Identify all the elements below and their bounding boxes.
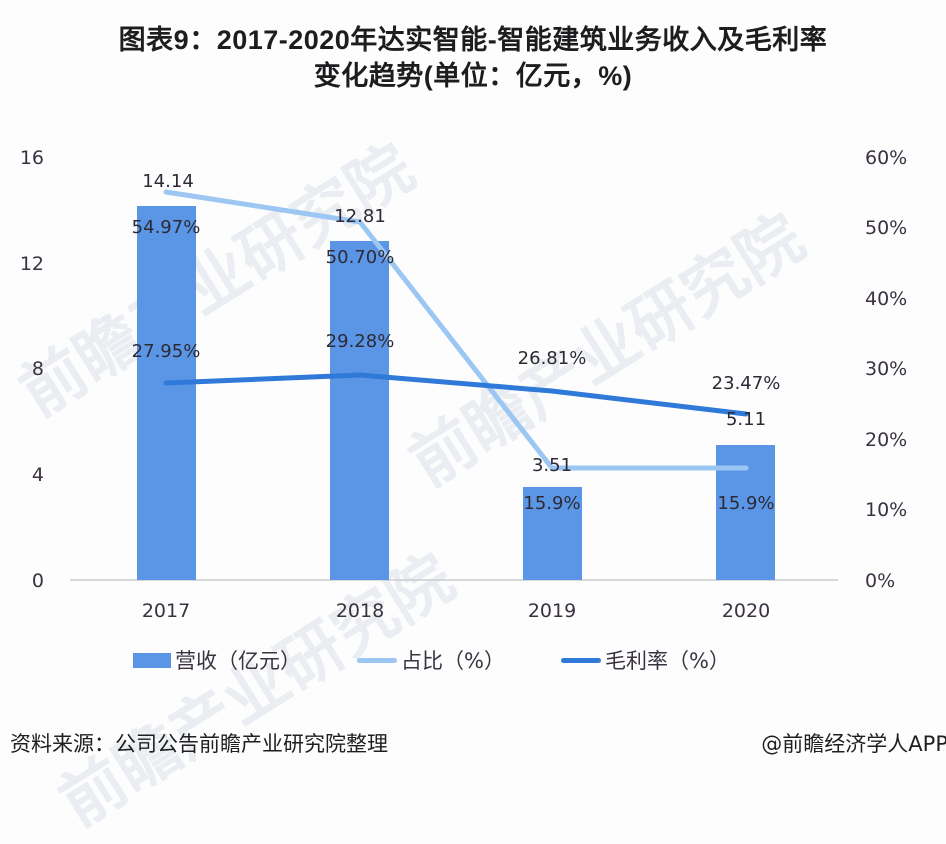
left-axis-tick: 12	[20, 253, 44, 275]
chart-plot: 16 12 8 4 0 60% 50% 40% 30% 20% 10% 0% 1…	[20, 147, 907, 622]
legend-light-line-swatch	[357, 657, 397, 663]
revenue-label: 5.11	[726, 409, 766, 430]
revenue-label: 14.14	[142, 171, 194, 192]
left-axis-tick: 8	[32, 358, 44, 380]
legend-item-margin: 毛利率（%）	[560, 645, 730, 675]
revenue-label: 12.81	[334, 206, 386, 227]
margin-labels: 27.95% 29.28% 26.81% 23.47%	[132, 331, 781, 394]
credit-note: @前瞻经济学人APP	[761, 732, 946, 756]
source-note: 资料来源：公司公告前瞻产业研究院整理	[10, 732, 388, 756]
right-axis-tick: 10%	[865, 499, 907, 521]
legend-label: 营收（亿元）	[175, 649, 301, 673]
left-axis-tick: 16	[20, 147, 44, 169]
margin-label: 26.81%	[518, 348, 587, 369]
share-line	[163, 189, 749, 471]
share-labels: 54.97% 50.70% 15.9% 15.9%	[132, 217, 775, 514]
legend-bar-swatch	[133, 652, 171, 668]
margin-label: 27.95%	[132, 341, 201, 362]
legend-dark-line-swatch	[560, 657, 601, 663]
bar-2018	[330, 241, 389, 580]
share-label: 54.97%	[132, 217, 201, 238]
margin-label: 29.28%	[326, 331, 395, 352]
chart-title: 图表9：2017-2020年达实智能-智能建筑业务收入及毛利率 变化趋势(单位：…	[0, 22, 946, 94]
right-axis-tick: 30%	[865, 358, 907, 380]
bar-2019	[523, 487, 582, 580]
left-axis-tick: 0	[32, 570, 44, 592]
legend-label: 占比（%）	[401, 649, 505, 673]
margin-line	[163, 372, 749, 417]
left-axis: 16 12 8 4 0	[20, 147, 44, 592]
chart-title-line-2: 变化趋势(单位：亿元，%)	[313, 61, 633, 91]
revenue-labels: 14.14 12.81 3.51 5.11	[142, 171, 766, 476]
left-axis-tick: 4	[32, 464, 44, 486]
x-axis-tick: 2019	[528, 600, 576, 622]
x-axis-tick: 2017	[142, 600, 190, 622]
legend-label: 毛利率（%）	[604, 649, 730, 673]
share-label: 15.9%	[523, 493, 580, 514]
share-label: 50.70%	[326, 247, 395, 268]
chart-legend: 营收（亿元） 占比（%） 毛利率（%）	[133, 645, 786, 675]
x-axis-tick: 2018	[336, 600, 384, 622]
margin-label: 23.47%	[712, 373, 781, 394]
right-axis: 60% 50% 40% 30% 20% 10% 0%	[865, 147, 907, 592]
right-axis-tick: 40%	[865, 288, 907, 310]
right-axis-tick: 20%	[865, 429, 907, 451]
bar-2017	[137, 206, 196, 580]
revenue-label: 3.51	[532, 455, 572, 476]
x-axis-tick: 2020	[722, 600, 770, 622]
revenue-bars	[137, 206, 775, 580]
share-label: 15.9%	[717, 493, 774, 514]
legend-item-revenue: 营收（亿元）	[133, 645, 301, 675]
chart-title-line-1: 图表9：2017-2020年达实智能-智能建筑业务收入及毛利率	[118, 25, 828, 55]
x-axis-labels: 2017 2018 2019 2020	[142, 600, 770, 622]
right-axis-tick: 50%	[865, 217, 907, 239]
right-axis-tick: 60%	[865, 147, 907, 169]
right-axis-tick: 0%	[865, 570, 895, 592]
legend-item-share: 占比（%）	[357, 645, 505, 675]
